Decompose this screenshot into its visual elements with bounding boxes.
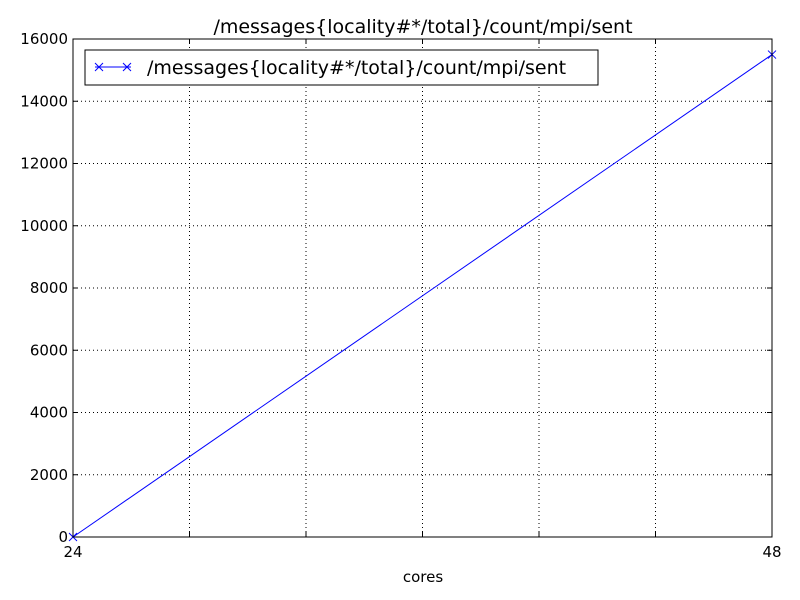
y-tick-label: 0 [58,528,68,546]
x-tick-label: 24 [63,543,82,561]
y-tick-label: 14000 [20,92,68,110]
legend-marker-right [122,62,132,72]
legend-label: /messages{locality#*/total}/count/mpi/se… [147,57,566,79]
chart-title: /messages{locality#*/total}/count/mpi/se… [213,16,632,38]
legend-box [84,49,599,86]
x-tick-label: 48 [762,543,781,561]
x-axis-label: cores [403,568,443,586]
y-tick-label: 4000 [30,404,68,422]
series-line [72,54,773,538]
ticks: 0 2000 4000 6000 8000 10000 12000 14000 16000 24 4… [20,30,781,561]
legend: /messages{locality#*/total}/count/mpi/se… [84,49,599,86]
y-tick-label: 10000 [20,217,68,235]
legend-marker-x [94,62,132,72]
y-tick-label: 8000 [30,279,68,297]
y-tick-label: 16000 [20,30,68,48]
y-tick-label: 12000 [20,155,68,173]
y-tick-label: 2000 [30,466,68,484]
legend-marker-left [94,62,104,72]
grid [73,39,772,537]
y-tick-label: 6000 [30,341,68,359]
